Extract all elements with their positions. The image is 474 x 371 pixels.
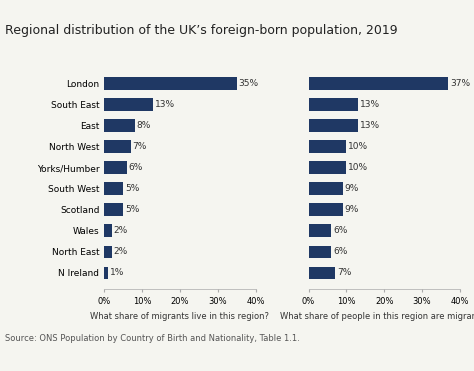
Bar (104, 246, 112, 258)
Bar (104, 140, 131, 153)
Text: 10%: 10% (348, 163, 368, 172)
Text: 2%: 2% (114, 226, 128, 235)
Bar (309, 161, 346, 174)
Bar (309, 203, 343, 216)
Text: 7%: 7% (337, 269, 351, 278)
Text: 5%: 5% (125, 205, 139, 214)
Bar (104, 182, 123, 195)
X-axis label: What share of people in this region are migrants?: What share of people in this region are … (280, 312, 474, 321)
Bar (104, 267, 108, 279)
Bar (309, 119, 358, 132)
Text: Regional distribution of the UK’s foreign-born population, 2019: Regional distribution of the UK’s foreig… (5, 24, 397, 37)
Bar (309, 182, 343, 195)
Bar (104, 77, 237, 89)
X-axis label: What share of migrants live in this region?: What share of migrants live in this regi… (91, 312, 269, 321)
Bar (309, 224, 331, 237)
Text: 6%: 6% (129, 163, 143, 172)
Bar (104, 161, 127, 174)
Bar (309, 77, 448, 89)
Text: 37%: 37% (450, 79, 471, 88)
Bar (309, 246, 331, 258)
Text: 8%: 8% (137, 121, 151, 130)
Text: Source: ONS Population by Country of Birth and Nationality, Table 1.1.: Source: ONS Population by Country of Bir… (5, 334, 300, 343)
Text: 9%: 9% (345, 184, 359, 193)
Bar (104, 98, 154, 111)
Text: 5%: 5% (125, 184, 139, 193)
Text: 9%: 9% (345, 205, 359, 214)
Text: 6%: 6% (333, 247, 347, 256)
Bar (309, 267, 335, 279)
Text: 35%: 35% (238, 79, 259, 88)
Text: 13%: 13% (360, 100, 380, 109)
Text: 2%: 2% (114, 247, 128, 256)
Text: 6%: 6% (333, 226, 347, 235)
Text: 10%: 10% (348, 142, 368, 151)
Text: 13%: 13% (155, 100, 175, 109)
Bar (104, 203, 123, 216)
Bar (104, 119, 135, 132)
Text: 13%: 13% (360, 121, 380, 130)
Bar (104, 224, 112, 237)
Text: 1%: 1% (110, 269, 124, 278)
Text: 7%: 7% (133, 142, 147, 151)
Bar (309, 98, 358, 111)
Bar (309, 140, 346, 153)
